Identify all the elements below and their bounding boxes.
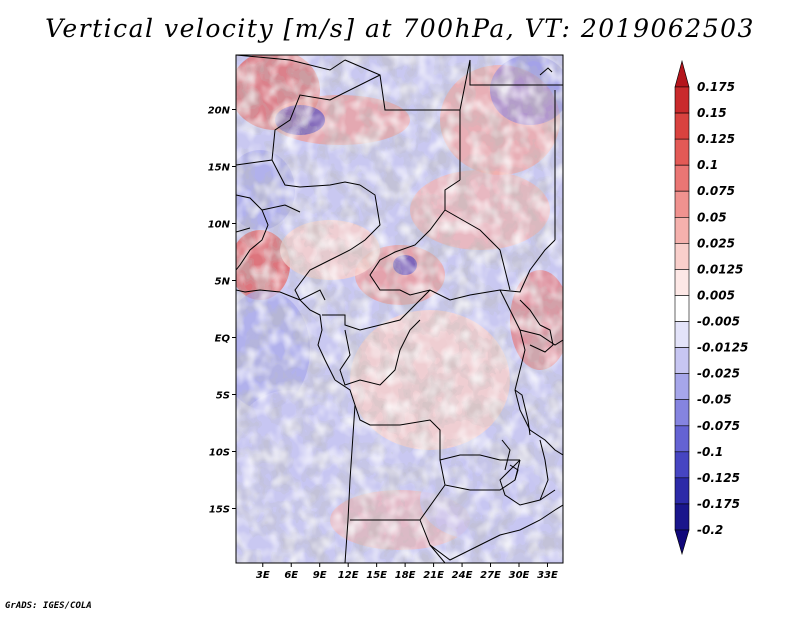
map-title: Vertical velocity [m/s] at 700hPa, VT: 2… [45,14,755,43]
lon-tick-label: 18E [395,570,416,581]
colorbar-swatch [674,190,690,218]
colorbar-label: 0.1 [697,158,718,172]
colorbar-swatch [674,164,690,192]
lat-tick-label: 5S [216,391,230,402]
lon-tick-label: 6E [284,570,298,581]
lon-tick-label: 9E [313,570,327,581]
map-frame [235,54,564,564]
colorbar-label: -0.125 [697,471,740,485]
colorbar-swatch [674,347,690,374]
colorbar-label: 0.175 [697,80,735,94]
colorbar-swatch [674,373,690,401]
colorbar-label: 0.005 [697,288,735,302]
colorbar-swatch [674,269,690,296]
latitude-axis: 20N 15N 10N 5N EQ 5S 10S 15S [208,106,236,516]
colorbar-label: -0.175 [697,497,740,511]
lat-tick-label: 15N [208,163,231,174]
footer-credit: GrADS: IGES/COLA [5,601,92,611]
colorbar-swatch [674,451,690,479]
colorbar-label: -0.075 [697,419,740,433]
colorbar-label: -0.025 [697,367,740,381]
colorbar-swatch [674,59,690,88]
lat-tick-label: 15S [209,505,230,516]
colorbar-label: -0.0125 [697,341,748,355]
colorbar-swatch [674,112,690,140]
colorbar-swatch [674,321,690,348]
lon-tick-label: 21E [423,570,444,581]
colorbar-label: 0.15 [697,106,727,120]
lon-tick-label: 15E [366,570,387,581]
colorbar-label: 0.125 [697,132,735,146]
colorbar-label: 0.075 [697,184,735,198]
lon-tick-label: 3E [256,570,270,581]
colorbar-label: -0.1 [697,445,723,459]
colorbar-swatch [674,243,690,270]
colorbar-swatch [674,529,690,556]
lon-tick-label: 24E [452,570,473,581]
lon-tick-label: 30E [509,570,530,581]
colorbar-label: -0.2 [697,523,723,537]
lat-tick-label: EQ [215,334,231,345]
colorbar-label: -0.05 [697,393,732,407]
country-borders [236,55,563,563]
colorbar-label: 0.0125 [697,262,743,276]
colorbar-swatch [674,399,690,427]
colorbar-swatch [674,295,690,322]
colorbar-swatch [674,216,690,244]
colorbar-swatch [674,477,690,505]
lat-tick-label: 10S [209,448,230,459]
lat-tick-label: 20N [208,106,231,117]
colorbar-label: 0.025 [697,236,735,250]
colorbar-swatch [674,86,690,114]
velocity-field [236,55,563,563]
lat-tick-label: 10N [208,220,231,231]
lon-tick-label: 33E [537,570,558,581]
colorbar-label: 0.05 [697,210,727,224]
lon-tick-label: 12E [338,570,359,581]
colorbar-label: -0.005 [697,315,740,329]
lon-tick-label: 27E [480,570,501,581]
lat-tick-label: 5N [215,277,231,288]
colorbar-swatch [674,425,690,453]
colorbar-swatch [674,503,690,531]
colorbar: 0.175 0.15 0.125 0.1 0.075 0.05 0.025 0.0125 0.0… [674,59,748,556]
colorbar-swatch [674,138,690,166]
longitude-axis: 3E 6E 9E 12E 15E 18E 21E 24E 27E 30E 33E [256,563,558,581]
